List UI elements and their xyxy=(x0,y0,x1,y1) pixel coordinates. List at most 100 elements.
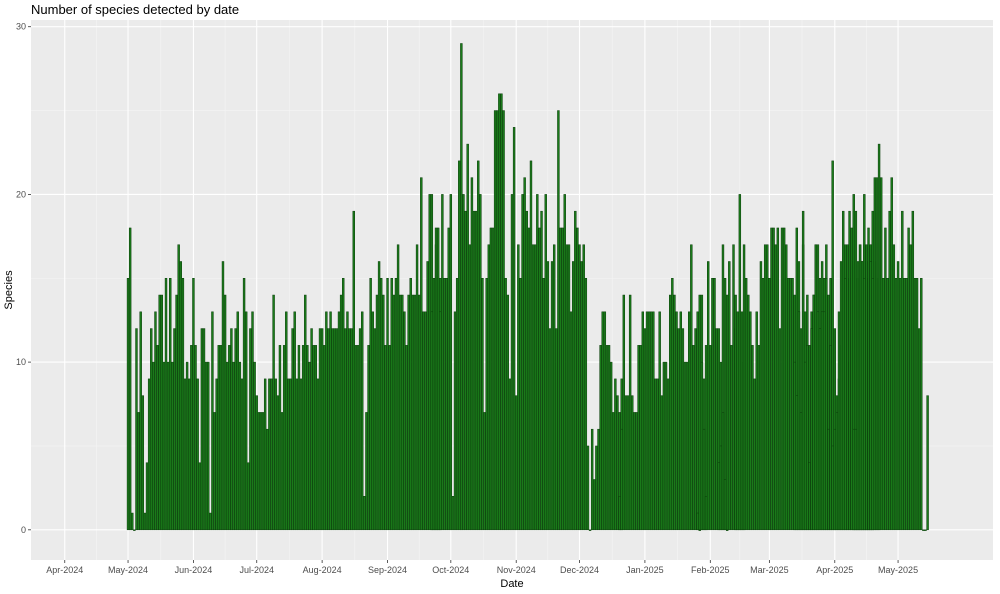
bar xyxy=(898,278,902,531)
bar xyxy=(633,412,636,531)
bar xyxy=(304,294,307,531)
bar xyxy=(234,328,237,531)
bar xyxy=(162,361,166,531)
bar xyxy=(443,278,446,531)
bar xyxy=(462,194,465,531)
bar xyxy=(749,311,752,531)
bar xyxy=(882,278,885,531)
bar xyxy=(445,278,448,531)
bar xyxy=(675,311,678,531)
bar xyxy=(190,345,193,531)
bar xyxy=(278,345,282,531)
bar xyxy=(519,278,522,531)
bar xyxy=(660,395,663,531)
bar xyxy=(352,210,355,531)
bar xyxy=(725,529,729,531)
bar xyxy=(449,194,453,531)
bar xyxy=(920,278,923,531)
bar xyxy=(861,261,864,531)
bar xyxy=(561,227,564,531)
bar xyxy=(787,278,790,531)
bar xyxy=(799,412,803,531)
bar xyxy=(257,412,261,531)
bar xyxy=(451,496,455,531)
x-tick-label: Jun-2024 xyxy=(175,565,213,575)
bar xyxy=(417,294,421,531)
bar xyxy=(384,345,387,531)
bar xyxy=(588,529,592,531)
bar xyxy=(312,345,315,531)
x-tick-label: Feb-2025 xyxy=(691,565,730,575)
bar xyxy=(846,244,849,531)
bar xyxy=(825,278,828,531)
bar xyxy=(251,311,254,531)
bar xyxy=(578,244,581,531)
bar xyxy=(759,261,763,531)
bar xyxy=(869,261,872,531)
bar xyxy=(635,412,638,531)
bar xyxy=(145,462,149,531)
bar xyxy=(818,328,822,531)
bar xyxy=(508,378,512,531)
bar xyxy=(401,294,404,531)
bar xyxy=(240,378,244,531)
bar xyxy=(734,294,737,531)
bar xyxy=(801,210,805,531)
bar xyxy=(472,210,476,531)
bar xyxy=(831,445,834,531)
bar xyxy=(679,311,682,531)
bar xyxy=(673,294,676,531)
bar xyxy=(388,345,391,531)
bar xyxy=(474,210,478,531)
bar xyxy=(641,311,644,531)
bar xyxy=(924,529,927,531)
bar xyxy=(884,227,887,531)
bar xyxy=(911,210,915,531)
bar xyxy=(645,311,649,531)
bar xyxy=(179,261,182,531)
bar xyxy=(730,345,733,531)
bar xyxy=(390,278,393,531)
bar xyxy=(837,311,841,531)
bar xyxy=(228,345,231,531)
bar xyxy=(643,328,647,531)
bar xyxy=(365,412,368,531)
bar xyxy=(806,345,809,531)
bar xyxy=(274,378,277,531)
bar xyxy=(169,278,172,531)
bar xyxy=(426,261,429,531)
bar xyxy=(411,294,415,531)
bar xyxy=(555,328,558,531)
y-axis-title: Species xyxy=(3,270,15,310)
bar xyxy=(848,210,851,531)
bar xyxy=(888,210,891,531)
bar xyxy=(394,278,398,531)
bar xyxy=(871,278,874,531)
bar xyxy=(259,412,263,531)
bar xyxy=(557,110,560,531)
bar xyxy=(238,361,242,531)
bar xyxy=(358,328,362,531)
bar xyxy=(502,110,505,531)
bar xyxy=(487,244,490,531)
bar xyxy=(209,512,212,531)
x-tick-label: May-2024 xyxy=(108,565,148,575)
bar xyxy=(609,361,613,531)
bar xyxy=(496,110,499,531)
bar xyxy=(523,177,526,531)
x-tick-label: Jul-2024 xyxy=(239,565,274,575)
x-axis-ticks: Apr-2024 May-2024 Jun-2024 Jul-2024 Aug-2024… xyxy=(46,560,918,575)
bar xyxy=(544,194,547,531)
bar xyxy=(879,177,883,531)
bar xyxy=(618,496,621,531)
bar xyxy=(236,311,239,531)
x-tick-label: Apr-2024 xyxy=(46,565,83,575)
bar xyxy=(552,244,556,531)
bar xyxy=(219,345,223,531)
bar xyxy=(468,244,472,531)
bar xyxy=(907,227,910,531)
bar xyxy=(470,177,474,531)
bar xyxy=(538,227,541,531)
bar xyxy=(316,378,320,531)
